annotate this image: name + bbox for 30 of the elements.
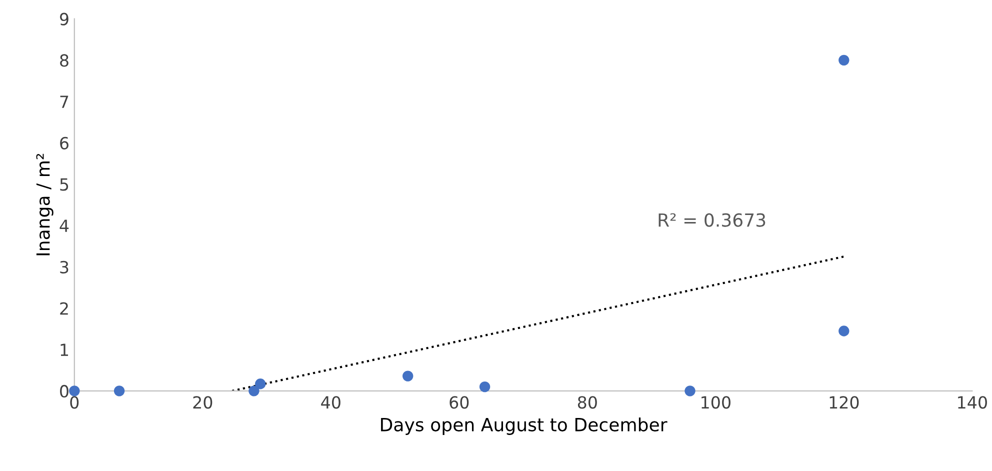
y-tick-label: 5	[60, 178, 68, 191]
point	[255, 378, 266, 390]
x-tick-label: 0	[70, 396, 79, 409]
y-tick-label: 4	[60, 220, 69, 232]
point	[838, 326, 850, 336]
y-tick-label: 8	[60, 54, 68, 67]
annotation: R² = 0.3673	[658, 213, 766, 227]
point	[402, 370, 414, 382]
x-tick-label: 40	[321, 396, 340, 409]
x-tick-label: 140	[958, 396, 987, 409]
point	[479, 381, 490, 392]
point	[114, 386, 125, 396]
y-axis-title: Inanga / m²	[36, 154, 54, 256]
x-tick-label: 80	[578, 396, 597, 409]
y-tick-label: 2	[60, 302, 68, 315]
point	[69, 386, 80, 396]
point	[684, 386, 696, 396]
x-tick-label: 60	[450, 396, 469, 409]
x-tick-label: 20	[193, 396, 212, 409]
x-tick-label: 120	[830, 396, 859, 409]
y-tick-label: 6	[60, 136, 68, 150]
x-axis-title: Days open August to December	[381, 417, 668, 435]
y-tick-label: 1	[60, 344, 68, 356]
y-tick-label: 7	[60, 96, 68, 108]
y-tick-label: 3	[60, 260, 68, 274]
point	[838, 54, 850, 66]
y-tick-label: 9	[60, 12, 68, 26]
x-tick-label: 100	[702, 396, 730, 409]
y-tick-label: 0	[60, 384, 68, 398]
point	[248, 386, 260, 396]
